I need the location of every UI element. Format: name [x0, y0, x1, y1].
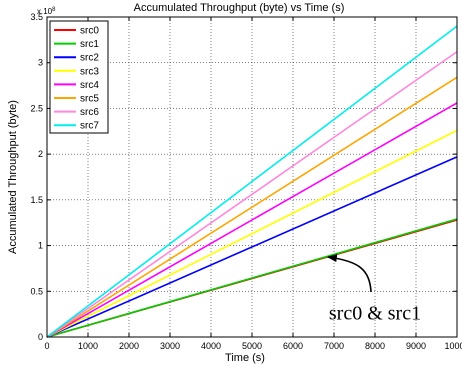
x-tick-label: 3000 [160, 341, 180, 351]
legend-label-src1: src1 [80, 39, 99, 50]
x-tick-label: 5000 [242, 341, 262, 351]
annotation-arrow [326, 254, 372, 293]
x-tick-label: 4000 [201, 341, 221, 351]
x-tick-label: 1000 [78, 341, 98, 351]
y-tick-label: 1 [38, 241, 43, 251]
y-tick-label: 1.5 [30, 195, 43, 205]
y-tick-label: 2 [38, 149, 43, 159]
y-tick-label: 0 [38, 332, 43, 342]
series-line-src1 [46, 218, 458, 338]
chart-title: Accumulated Throughput (byte) vs Time (s… [134, 2, 345, 14]
y-tick-label: 0.5 [30, 286, 43, 296]
legend-label-src5: src5 [80, 94, 99, 105]
x-tick-label: 0 [44, 341, 49, 351]
legend-label-src4: src4 [80, 80, 99, 91]
y-ticks: 0 0.5 1 1.5 2 2.5 3 3.5 [30, 12, 457, 342]
y-exponent-base: x 10 [37, 7, 53, 16]
x-tick-label: 7000 [324, 341, 344, 351]
legend-label-src2: src2 [80, 53, 99, 64]
series-line-src4 [46, 102, 458, 338]
legend: src0 src1 src2 src3 src4 src5 src6 src7 [49, 20, 109, 134]
series-lines [46, 25, 458, 338]
series-line-src2 [46, 156, 458, 338]
legend-label-src3: src3 [80, 66, 99, 77]
x-tick-label: 6000 [283, 341, 303, 351]
series-line-src6 [46, 51, 458, 338]
grid [47, 17, 457, 337]
series-line-src5 [46, 76, 458, 338]
annotation-text: src0 & src1 [329, 302, 421, 324]
legend-label-src6: src6 [80, 107, 99, 118]
x-tick-label: 9000 [406, 341, 426, 351]
y-tick-label: 2.5 [30, 103, 43, 113]
y-axis-label: Accumulated Throughput (byte) [7, 100, 19, 254]
y-exponent-label: x 108 [37, 7, 56, 16]
y-tick-label: 3 [38, 58, 43, 68]
legend-box [49, 20, 109, 134]
x-tick-label: 8000 [365, 341, 385, 351]
series-line-src7 [46, 25, 458, 338]
y-exponent-power: 8 [52, 7, 56, 13]
annotation: src0 & src1 [326, 254, 421, 324]
legend-label-src7: src7 [80, 121, 99, 132]
series-line-src3 [46, 129, 458, 338]
legend-label-src0: src0 [80, 26, 99, 37]
y-tick-label: 3.5 [30, 12, 43, 22]
x-tick-label: 2000 [119, 341, 139, 351]
x-axis-label: Time (s) [225, 352, 265, 364]
x-ticks: 0 1000 2000 3000 4000 5000 6000 7000 8000 9000 100… [44, 17, 462, 351]
